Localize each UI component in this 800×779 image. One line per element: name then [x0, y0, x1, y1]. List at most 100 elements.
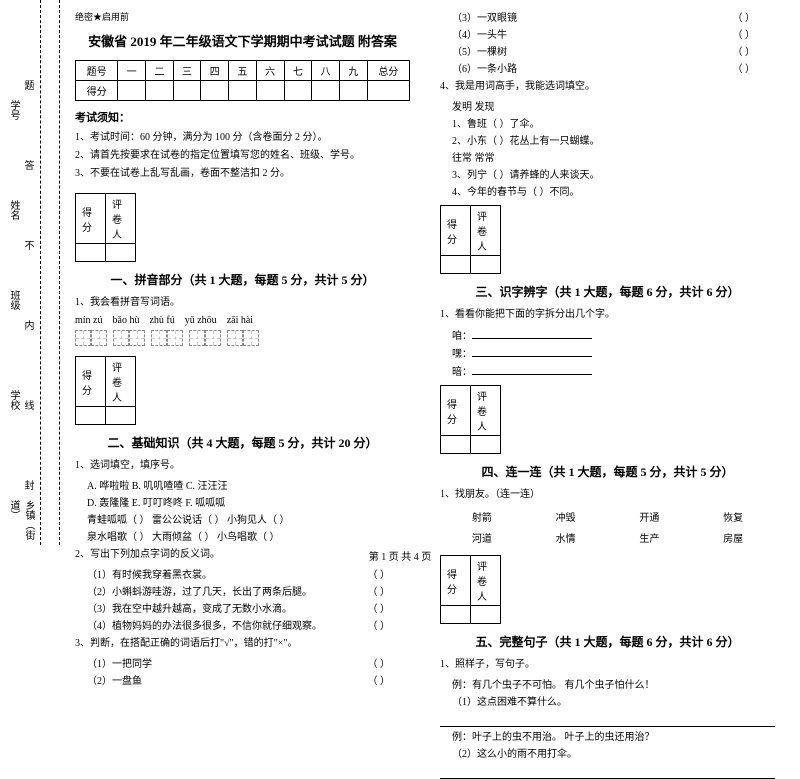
gutter-mark: 线 [20, 400, 35, 410]
gutter-mark: 内 [20, 320, 35, 330]
cell: 七 [284, 61, 312, 81]
gutter-mark: 封 [20, 480, 35, 490]
gutter-label: 乡镇（街道） [6, 500, 36, 545]
cell: 一 [118, 61, 146, 81]
question: 3、判断，在搭配正确的词语后打"√"，错的打"×"。 [75, 635, 410, 652]
gutter-label: 班级 [6, 290, 21, 310]
confidential-note: 绝密★启用前 [75, 10, 410, 23]
gutter-mark: 题 [20, 80, 35, 90]
fill-item: 4、今年的春节与（ ）不同。 [452, 184, 775, 201]
question: 1、看看你能把下面的字拆分出几个字。 [440, 306, 775, 323]
sub-item: （1）一把同学（ ） [87, 656, 410, 673]
fill-item: 2、小东（ ）花丛上有一只蝴蝶。 [452, 133, 775, 150]
sub-item: （2）小蝌蚪游哇游，过了几天，长出了两条后腿。（ ） [87, 584, 410, 601]
pinyin: mín zú [75, 315, 103, 326]
pinyin-row: mín zú bǎo hù zhù fú yǔ zhōu zāi hài [75, 315, 410, 326]
gutter-mark: 不 [20, 240, 35, 250]
sub-item: （3）我在空中越升越高，变成了无数小水滴。（ ） [87, 601, 410, 618]
pinyin: zāi hài [227, 315, 253, 326]
pinyin: yǔ zhōu [185, 315, 217, 326]
cell: 评卷人 [106, 194, 136, 244]
answer-line [440, 765, 775, 779]
cell: 得分 [76, 194, 106, 244]
cell: 四 [201, 61, 229, 81]
fill-item: 泉水唱歌（ ） 大雨倾盆（ ） 小鸟唱歌（ ） [87, 529, 410, 546]
question: 1、选词填空，填序号。 [75, 457, 410, 474]
gutter-label: 学校 [6, 390, 21, 410]
section-score-box: 得分评卷人 [440, 385, 501, 454]
match-row: 射箭冲毁开通恢复 [440, 509, 775, 524]
options: D. 轰隆隆 E. 叮叮咚咚 F. 呱呱呱 [87, 495, 410, 512]
section-score-box: 得分评卷人 [440, 205, 501, 274]
pinyin: zhù fú [149, 315, 174, 326]
split-item: 咱： [452, 327, 775, 345]
cell: 总分 [367, 61, 409, 81]
section-heading: 二、基础知识（共 4 大题，每题 5 分，共计 20 分） [75, 434, 410, 451]
sub-item: （1）有时候我穿着黑衣裳。（ ） [87, 567, 410, 584]
page-footer: 第 1 页 共 4 页 [0, 548, 800, 563]
section-score-box: 得分评卷人 [75, 356, 136, 425]
table-row: 题号 一 二 三 四 五 六 七 八 九 总分 [76, 61, 410, 81]
notice-item: 1、考试时间：60 分钟，满分为 100 分（含卷面分 2 分）。 [75, 129, 410, 147]
section-heading: 四、连一连（共 1 大题，每题 5 分，共计 5 分） [440, 463, 775, 480]
sub-item: （5）一棵树（ ） [452, 44, 775, 61]
cell: 评卷人 [106, 357, 136, 407]
cell: 题号 [76, 61, 118, 81]
notice-title: 考试须知： [75, 109, 410, 125]
split-item: 嘿： [452, 345, 775, 363]
gutter-mark: 答 [20, 160, 35, 170]
section-heading: 三、识字辨字（共 1 大题，每题 6 分，共计 6 分） [440, 283, 775, 300]
section-score-box: 得分评卷人 [440, 555, 501, 624]
score-summary-table: 题号 一 二 三 四 五 六 七 八 九 总分 得分 [75, 60, 410, 101]
cell: 得分 [76, 357, 106, 407]
cell: 八 [312, 61, 340, 81]
cell: 评卷人 [471, 386, 501, 436]
example: 例：叶子上的虫不用治。 叶子上的虫还用治？ [452, 729, 775, 746]
question: 1、找朋友。（连一连） [440, 486, 775, 503]
gutter-label: 学号 [6, 100, 21, 120]
sub-item: （2）一盘鱼（ ） [87, 673, 410, 690]
fill-item: 3、列宁（ ）请养蜂的人来谈天。 [452, 167, 775, 184]
cell: 得分 [76, 81, 118, 101]
cell: 九 [339, 61, 367, 81]
match-row: 河道水情生产房屋 [440, 530, 775, 545]
section-heading: 五、完整句子（共 1 大题，每题 6 分，共计 6 分） [440, 633, 775, 650]
sub-item: （1）这点困难不算什么。 [452, 694, 775, 711]
word-choices: 往常 常常 [452, 150, 775, 167]
gutter-label: 姓名 [6, 200, 21, 220]
notice-item: 3、不要在试卷上乱写乱画，卷面不整洁扣 2 分。 [75, 165, 410, 183]
cell: 评卷人 [471, 206, 501, 256]
section-score-box: 得分评卷人 [75, 193, 136, 262]
sub-item: （4）一头牛（ ） [452, 27, 775, 44]
sub-item: （6）一条小路（ ） [452, 61, 775, 78]
question: 1、照样子，写句子。 [440, 656, 775, 673]
right-column: （3）一双眼镜（ ） （4）一头牛（ ） （5）一棵树（ ） （6）一条小路（ … [425, 0, 790, 545]
question: 1、我会看拼音写词语。 [75, 294, 410, 311]
cell: 得分 [441, 386, 471, 436]
cell: 二 [146, 61, 174, 81]
binding-gutter: 乡镇（街道） 学校 班级 姓名 学号 封 线 内 不 答 题 [0, 0, 60, 545]
answer-line [440, 713, 775, 727]
cell: 得分 [441, 556, 471, 606]
cell: 评卷人 [471, 556, 501, 606]
question: 4、我是用词高手，我能选词填空。 [440, 78, 775, 95]
section-heading: 一、拼音部分（共 1 大题，每题 5 分，共计 5 分） [75, 271, 410, 288]
exam-title: 安徽省 2019 年二年级语文下学期期中考试试题 附答案 [75, 31, 410, 50]
split-item: 暗： [452, 363, 775, 381]
cell: 五 [229, 61, 257, 81]
cell: 六 [256, 61, 284, 81]
sub-item: （2）这么小的雨不用打伞。 [452, 746, 775, 763]
notice-item: 2、请首先按要求在试卷的指定位置填写您的姓名、班级、学号。 [75, 147, 410, 165]
options: A. 哗啦啦 B. 叽叽喳喳 C. 汪汪汪 [87, 478, 410, 495]
table-row: 得分 [76, 81, 410, 101]
left-column: 绝密★启用前 安徽省 2019 年二年级语文下学期期中考试试题 附答案 题号 一… [60, 0, 425, 545]
fill-item: 青蛙呱呱（ ） 雷公公说话（ ） 小狗见人（ ） [87, 512, 410, 529]
pinyin: bǎo hù [113, 315, 140, 326]
cell: 三 [173, 61, 201, 81]
char-grid [75, 330, 410, 346]
sub-item: （4）植物妈妈的办法很多很多，不信你就仔细观察。（ ） [87, 618, 410, 635]
cell: 得分 [441, 206, 471, 256]
word-choices: 发明 发现 [452, 99, 775, 116]
example: 例：有几个虫子不可怕。 有几个虫子怕什么！ [452, 677, 775, 694]
fill-item: 1、鲁班（ ）了伞。 [452, 116, 775, 133]
